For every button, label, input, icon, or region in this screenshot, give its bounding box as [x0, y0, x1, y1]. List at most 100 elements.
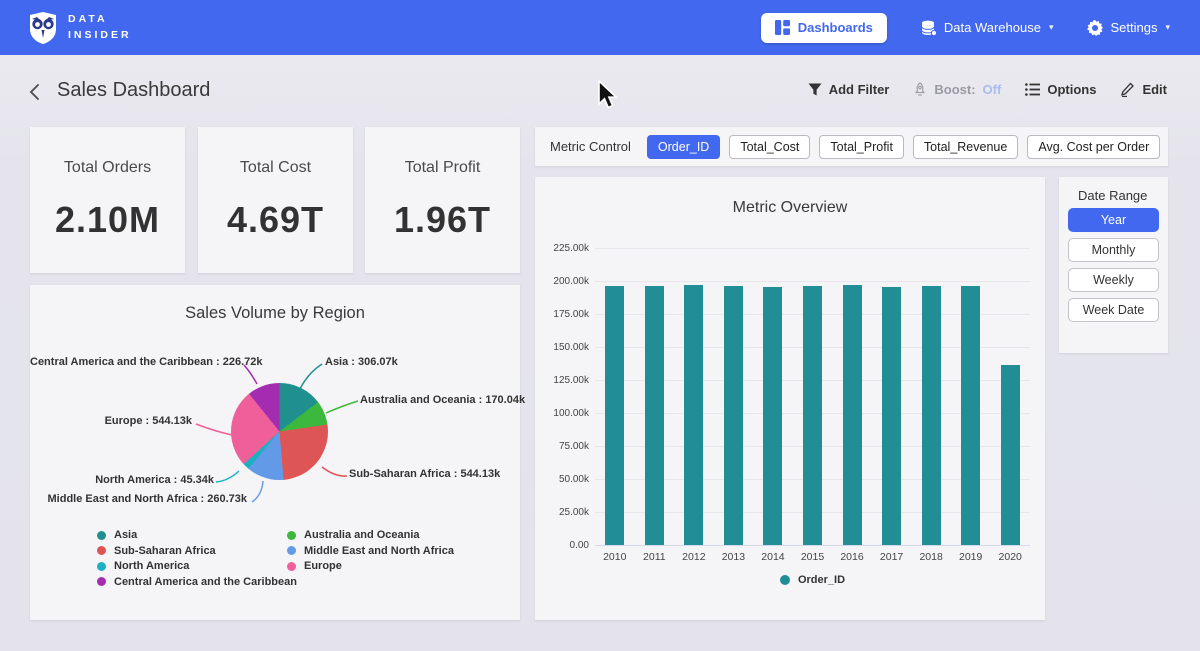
leader-line [300, 364, 322, 389]
kpi-card-total-profit: Total Profit 1.96T [365, 127, 520, 273]
leader-line [216, 471, 239, 482]
bar-2011[interactable] [645, 286, 664, 545]
date-range-option-week-date[interactable]: Week Date [1068, 298, 1159, 322]
y-axis-tick: 125.00k [539, 375, 589, 386]
date-range-label: Date Range [1078, 188, 1147, 203]
data-warehouse-menu[interactable]: Data Warehouse ▾ [921, 20, 1054, 36]
gridline [595, 248, 1030, 249]
dashboards-label: Dashboards [798, 20, 873, 35]
bar-2016[interactable] [843, 285, 862, 545]
leader-line [252, 481, 263, 502]
options-button[interactable]: Options [1025, 82, 1096, 97]
pie-legend-item-middle-east-and-north-africa[interactable]: Middle East and North Africa [287, 545, 454, 557]
bar-2015[interactable] [803, 286, 822, 545]
dashboards-button[interactable]: Dashboards [761, 13, 887, 43]
y-axis-tick: 75.00k [539, 441, 589, 452]
bar-2013[interactable] [724, 286, 743, 545]
kpi-value: 1.96T [365, 199, 520, 241]
legend-dot [97, 531, 106, 540]
add-filter-button[interactable]: Add Filter [808, 82, 890, 97]
leader-line [322, 467, 347, 476]
dashboards-icon [775, 20, 790, 35]
metric-overview-card: Metric Overview 0.0025.00k50.00k75.00k10… [535, 177, 1045, 620]
kpi-card-total-orders: Total Orders 2.10M [30, 127, 185, 273]
kpi-label: Total Cost [198, 159, 353, 177]
header-toolbar: Add Filter Boost: Off Options Ed [808, 82, 1167, 97]
pie-legend-item-asia[interactable]: Asia [97, 529, 137, 541]
x-axis-line [595, 545, 1030, 546]
kpi-label: Total Profit [365, 159, 520, 177]
legend-dot [287, 531, 296, 540]
rocket-icon [913, 82, 927, 97]
date-range-option-weekly[interactable]: Weekly [1068, 268, 1159, 292]
bar-2010[interactable] [605, 286, 624, 545]
metric-option-total-cost[interactable]: Total_Cost [729, 135, 810, 159]
legend-label: Sub-Saharan Africa [114, 545, 216, 557]
page-header: Sales Dashboard Add Filter Boost: Off Op… [0, 55, 1200, 127]
y-axis-tick: 200.00k [539, 276, 589, 287]
metric-option-total-revenue[interactable]: Total_Revenue [913, 135, 1018, 159]
bar-2018[interactable] [922, 286, 941, 545]
legend-label: Central America and the Caribbean [114, 576, 297, 588]
edit-button[interactable]: Edit [1120, 82, 1167, 97]
pie-callout-central-america-and-the-caribbean: Central America and the Caribbean : 226.… [30, 356, 240, 368]
y-axis-tick: 150.00k [539, 342, 589, 353]
kpi-card-total-cost: Total Cost 4.69T [198, 127, 353, 273]
gear-icon [1087, 20, 1103, 36]
date-range-card: Date Range Year Monthly Weekly Week Date [1059, 177, 1168, 353]
metric-option-avg-cost-per-order[interactable]: Avg. Cost per Order [1027, 135, 1160, 159]
pie-callout-middle-east-and-north-africa: Middle East and North Africa : 260.73k [30, 493, 247, 505]
y-axis-tick: 225.00k [539, 243, 589, 254]
back-button[interactable] [26, 82, 46, 102]
y-axis-tick: 175.00k [539, 309, 589, 320]
leader-line [326, 401, 358, 413]
pie-callout-sub-saharan-africa: Sub-Saharan Africa : 544.13k [349, 468, 500, 480]
metric-control-strip: Metric Control Order_ID Total_Cost Total_P… [535, 127, 1168, 166]
settings-menu[interactable]: Settings ▾ [1087, 20, 1170, 36]
chevron-down-icon: ▾ [1165, 22, 1170, 33]
legend-label: Order_ID [798, 574, 845, 586]
pie-legend-item-sub-saharan-africa[interactable]: Sub-Saharan Africa [97, 545, 216, 557]
brand[interactable]: DATA INSIDER [28, 11, 132, 45]
bar-chart-plot: 0.0025.00k50.00k75.00k100.00k125.00k150.… [595, 248, 1030, 545]
kpi-value: 2.10M [30, 199, 185, 241]
bar-chart-title: Metric Overview [535, 199, 1045, 217]
legend-dot [97, 577, 106, 586]
legend-dot [97, 546, 106, 555]
bar-2017[interactable] [882, 287, 901, 545]
pie-legend-item-europe[interactable]: Europe [287, 560, 342, 572]
bar-2014[interactable] [763, 287, 782, 545]
sales-volume-card: Sales Volume by Region Asia : 306.07kAus… [30, 285, 520, 620]
page-title: Sales Dashboard [57, 79, 210, 102]
x-axis-tick: 2010 [595, 551, 635, 563]
boost-toggle[interactable]: Boost: Off [913, 82, 1001, 97]
legend-label: North America [114, 560, 189, 572]
x-axis-tick: 2017 [872, 551, 912, 563]
x-axis-tick: 2014 [753, 551, 793, 563]
options-label: Options [1047, 82, 1096, 97]
add-filter-label: Add Filter [829, 82, 890, 97]
x-axis-tick: 2016 [832, 551, 872, 563]
pie-legend-item-central-america-and-the-caribbean[interactable]: Central America and the Caribbean [97, 576, 297, 588]
pie-chart[interactable] [231, 383, 328, 480]
date-range-option-year[interactable]: Year [1068, 208, 1159, 232]
pencil-icon [1120, 82, 1135, 97]
brand-text: DATA INSIDER [68, 12, 132, 44]
bar-chart-legend[interactable]: Order_ID [595, 574, 1030, 586]
metric-control-label: Metric Control [550, 139, 631, 154]
metric-option-total-profit[interactable]: Total_Profit [819, 135, 904, 159]
kpi-value: 4.69T [198, 199, 353, 241]
bar-2019[interactable] [961, 286, 980, 545]
x-axis-tick: 2013 [713, 551, 753, 563]
x-axis-tick: 2015 [793, 551, 833, 563]
date-range-option-monthly[interactable]: Monthly [1068, 238, 1159, 262]
pie-legend-item-north-america[interactable]: North America [97, 560, 189, 572]
top-navbar: DATA INSIDER Dashboards Data Warehouse ▾ [0, 0, 1200, 55]
edit-label: Edit [1142, 82, 1167, 97]
pie-legend-item-australia-and-oceania[interactable]: Australia and Oceania [287, 529, 420, 541]
pie-callout-asia: Asia : 306.07k [325, 356, 398, 368]
bar-2020[interactable] [1001, 365, 1020, 545]
metric-option-order-id[interactable]: Order_ID [647, 135, 720, 159]
legend-label: Middle East and North Africa [304, 545, 454, 557]
bar-2012[interactable] [684, 285, 703, 545]
